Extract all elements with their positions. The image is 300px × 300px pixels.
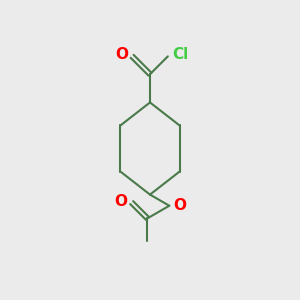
Text: O: O [115, 194, 128, 208]
Text: O: O [116, 47, 129, 62]
Text: O: O [173, 198, 187, 213]
Text: Cl: Cl [172, 47, 189, 62]
